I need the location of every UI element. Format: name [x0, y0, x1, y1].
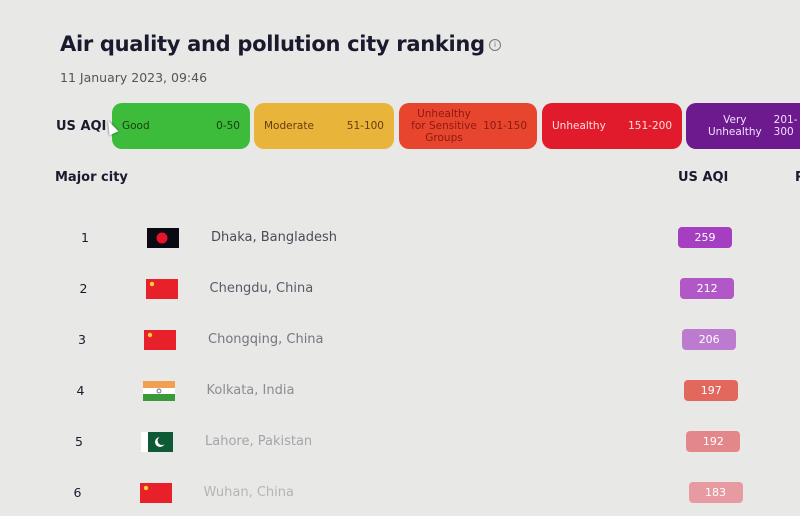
legend-band-moderate: Moderate 51-100	[254, 103, 394, 149]
flag-pakistan-icon	[141, 432, 173, 452]
aqi-badge: 183	[688, 482, 743, 503]
rank: 3	[78, 332, 86, 347]
legend-label: US AQI	[56, 119, 107, 134]
band-name: Very Unhealthy	[707, 114, 762, 138]
table-row[interactable]: 2 Chengdu, China 212	[0, 274, 800, 304]
band-name: Moderate	[264, 120, 314, 132]
band-range: 201-300	[773, 114, 798, 138]
rank: 4	[76, 383, 85, 398]
rank: 1	[81, 230, 89, 245]
table-row[interactable]: 4 Kolkata, India 197	[0, 376, 800, 406]
table-row[interactable]: 3 Chongqing, China 206	[0, 325, 800, 355]
city-name[interactable]: Chongqing, China	[208, 332, 324, 347]
band-range: 0-50	[216, 120, 240, 132]
column-header-aqi[interactable]: US AQI	[678, 170, 729, 185]
flag-bangladesh-icon	[147, 228, 179, 248]
city-name[interactable]: Wuhan, China	[203, 485, 294, 500]
city-name[interactable]: Kolkata, India	[206, 383, 295, 398]
legend-band-very-unhealthy: Very Unhealthy 201-300	[686, 103, 800, 149]
city-name[interactable]: Lahore, Pakistan	[205, 434, 313, 449]
flag-india-icon	[142, 381, 175, 401]
legend-band-unhealthy: Unhealthy 151-200	[542, 103, 682, 149]
page-title: Air quality and pollution city ranking i	[60, 32, 501, 56]
table-row[interactable]: 5 Lahore, Pakistan 192	[0, 427, 800, 457]
column-header-city[interactable]: Major city	[55, 170, 128, 185]
legend-band-unhealthy-for-sensitive-groups: Unhealthy for Sensitive Groups 101-150	[399, 103, 537, 149]
aqi-badge: 192	[686, 431, 741, 452]
band-name: Good	[122, 120, 150, 132]
band-range: 51-100	[346, 120, 384, 132]
flag-china-icon	[145, 279, 178, 299]
flag-china-icon	[144, 330, 176, 350]
legend-band-good: Good 0-50	[112, 103, 250, 149]
rank: 6	[73, 485, 82, 500]
band-range: 101-150	[483, 120, 527, 132]
timestamp: 11 January 2023, 09:46	[60, 70, 208, 85]
city-name[interactable]: Dhaka, Bangladesh	[211, 230, 337, 245]
aqi-badge: 197	[684, 380, 739, 401]
aqi-badge: 212	[680, 278, 735, 299]
band-name: Unhealthy	[552, 120, 606, 132]
band-name: Unhealthy for Sensitive Groups	[411, 108, 477, 144]
rank: 5	[75, 434, 83, 449]
table-row[interactable]: 6 Wuhan, China 183	[0, 478, 800, 508]
rank: 2	[79, 281, 88, 296]
table-row[interactable]: 1 Dhaka, Bangladesh 259	[0, 223, 800, 253]
column-header-partial[interactable]: P	[795, 170, 800, 185]
flag-china-icon	[139, 483, 172, 503]
aqi-badge: 259	[678, 227, 732, 248]
info-icon[interactable]: i	[488, 39, 501, 51]
aqi-badge: 206	[682, 329, 737, 350]
band-range: 151-200	[628, 120, 672, 132]
city-name[interactable]: Chengdu, China	[209, 281, 314, 296]
